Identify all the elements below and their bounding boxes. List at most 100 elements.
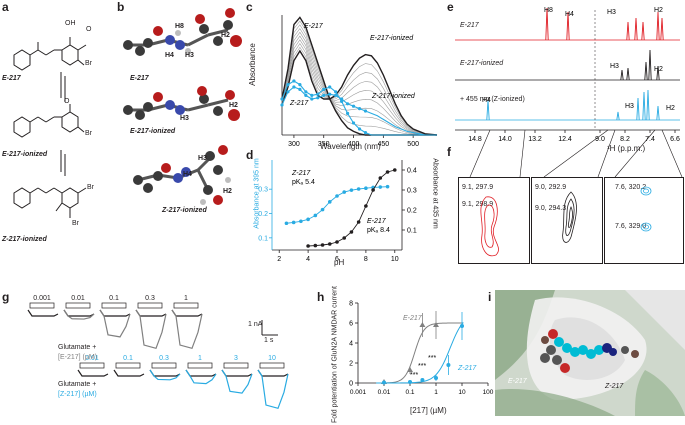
g-conc-label: 3: [234, 355, 238, 362]
c-annotation: Z-217-ionized: [371, 93, 416, 100]
c-trace-intermediate: [281, 39, 438, 136]
nmr-peak: [545, 7, 549, 41]
h-point-z217: [446, 363, 451, 367]
structure-e217: [13, 37, 87, 71]
h-xtick-label: 0.1: [405, 389, 414, 396]
c-xtick-label: 400: [348, 141, 360, 148]
hmbc-box-1: [458, 177, 530, 264]
g-application-bar: [259, 362, 285, 369]
equilibrium-arrow-2: [60, 150, 66, 176]
g-trace-control: [135, 309, 167, 317]
d-point-z217: [320, 207, 325, 212]
name-z217-ionized-a: Z-217-ionized: [2, 236, 47, 243]
nmr-peak-label: H2: [654, 66, 663, 73]
g-conc-label: 0.001: [33, 295, 51, 302]
nmr-xtick-label: 12.4: [558, 136, 572, 143]
label-h4-b3: H4: [183, 171, 192, 178]
nmr-peak: [648, 49, 652, 81]
box1-label-2: 9.1, 298.9: [462, 201, 494, 208]
box3-label-1: 7.6, 320.2: [615, 184, 647, 191]
g-trace-control: [221, 369, 253, 377]
c-point: [316, 96, 320, 100]
nmr-peak: [626, 21, 630, 41]
d-xtick-label: 2: [277, 256, 281, 263]
c-annotation: E-217-ionized: [370, 35, 414, 42]
nmr-peak: [660, 17, 664, 41]
h-sig-3: ***: [428, 355, 436, 362]
h-point-z217: [434, 376, 438, 380]
g-trace-control: [171, 309, 203, 317]
box1-contour: [480, 196, 499, 257]
c-series-1: [281, 49, 438, 136]
d-point-z217: [327, 200, 332, 204]
atom-br-3: Br: [87, 184, 94, 191]
d-point-z217: [364, 186, 368, 191]
nmr-xtick-label: 7.4: [645, 136, 655, 143]
d-xtick-label: 4: [306, 256, 310, 263]
name-e217-ionized-b: E-217-ionized: [130, 128, 176, 135]
c-point: [357, 107, 362, 111]
g-application-bar: [79, 362, 105, 369]
nmr-peak: [626, 67, 630, 81]
c-point: [316, 92, 320, 96]
nmr-peak: [656, 11, 660, 41]
g-trace-control: [149, 369, 181, 377]
c-point: [304, 93, 308, 97]
box3-label-2: 7.6, 329.0: [615, 223, 647, 230]
c-point: [292, 79, 296, 83]
h-xtick-label: 1: [434, 389, 438, 396]
g-trace-control: [113, 369, 145, 377]
g-application-bar: [29, 302, 55, 309]
nmr-peak: [616, 111, 620, 121]
h-xtick-label: 10: [458, 389, 466, 396]
c-trace-intermediate: [281, 24, 438, 136]
nmr-peak-label: H2: [666, 105, 675, 112]
nmr-peak: [641, 21, 645, 41]
panel-label-g: g: [2, 290, 10, 304]
g-trace-control: [257, 369, 289, 377]
g-row2-label-2: [Z-217] (µM): [58, 391, 97, 398]
h-fit-1: [376, 322, 464, 384]
chart-dose-response: 0.001 0.01 0.1 1 10 10002468E-217Z-217*******…: [349, 301, 494, 397]
c-annotation: E-217: [304, 23, 324, 30]
label-h4-b: H4: [165, 52, 174, 59]
d-ytick-left-label: 0.1: [258, 235, 268, 242]
d-ytick-right-label: 0.3: [407, 188, 417, 195]
label-h3-b: H3: [185, 52, 194, 59]
panel-label-a: a: [2, 0, 9, 14]
panel-label-d: d: [246, 148, 254, 162]
hmbc-box-3: [604, 177, 684, 264]
g-conc-label: 10: [268, 355, 276, 362]
g-application-bar: [101, 302, 127, 309]
c-point: [334, 93, 338, 97]
nmr-xlabel: ¹H (p.p.m.): [607, 144, 646, 153]
chart-d-ylabel-left: Absorbance at 395 nm: [253, 158, 261, 229]
chart-c-xlabel: Wavelength (nm): [320, 142, 381, 151]
g-conc-label: 0.1: [123, 355, 133, 362]
box2-label-1: 9.0, 292.9: [535, 184, 567, 191]
nmr-peak: [644, 61, 648, 81]
h-xtick-label: 0.01: [378, 389, 391, 396]
ballstick-e217-ionized: [123, 86, 240, 121]
c-point: [286, 83, 290, 87]
c-point: [357, 127, 362, 131]
chart-d-ylabel-right: Absorbance at 435 nm: [431, 158, 439, 229]
c-trace-intermediate: [281, 42, 438, 136]
g-conc-label: 0.01: [71, 295, 85, 302]
nmr-peak-label: H8: [544, 7, 553, 14]
h-ytick-label: 4: [349, 341, 353, 348]
chart-h-ylabel: Fold potentiation of GluN2A NMDAR curren…: [331, 286, 339, 423]
nmr-peak: [656, 105, 660, 121]
nmr-peak: [566, 11, 570, 41]
g-conc-label: 0.3: [145, 295, 155, 302]
g-row2-label-1: Glutamate +: [58, 381, 97, 388]
d-xtick-label: 8: [364, 256, 368, 263]
chart-ph-titration: 2 4 6 8 10 0.1 0.2 0.3 0.1 0.2 0.3 0.4 Z-217 pKₐ 5.4 E…: [258, 160, 417, 263]
label-h8: H8: [175, 23, 184, 30]
g-application-bar: [151, 362, 177, 369]
c-trace-intermediate: [281, 46, 438, 136]
g-trace-control: [27, 309, 59, 317]
d-point-e217: [335, 240, 339, 244]
panel-label-i: i: [488, 290, 492, 304]
d-point-e217: [385, 170, 390, 174]
